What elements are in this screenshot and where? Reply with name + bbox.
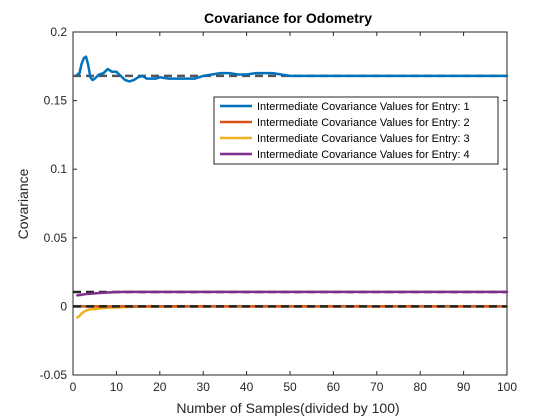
chart-title: Covariance for Odometry <box>204 10 372 26</box>
x-tick-label: 10 <box>110 380 124 394</box>
x-tick-label: 100 <box>497 380 517 394</box>
y-axis-title: Covariance <box>15 168 31 239</box>
legend-label-3: Intermediate Covariance Values for Entry… <box>257 133 470 145</box>
x-tick-label: 60 <box>327 380 341 394</box>
y-tick-label: 0.1 <box>50 162 67 176</box>
x-axis-title: Number of Samples(divided by 100) <box>176 400 399 416</box>
x-tick-label: 0 <box>70 380 77 394</box>
x-tick-label: 50 <box>283 380 297 394</box>
series-line-1 <box>76 55 509 83</box>
y-tick-label: 0 <box>60 299 67 313</box>
y-tick-label: 0.15 <box>44 94 68 108</box>
legend: Intermediate Covariance Values for Entry… <box>213 96 499 165</box>
y-tick-label: 0.2 <box>50 25 67 39</box>
legend-label-1: Intermediate Covariance Values for Entry… <box>257 101 470 113</box>
x-tick-label: 80 <box>414 380 428 394</box>
legend-box <box>213 96 499 165</box>
y-tick-label: -0.05 <box>40 368 68 382</box>
x-tick-label: 40 <box>240 380 254 394</box>
plot-area: 0 10 20 30 40 50 60 70 80 90 100-0.0500.050.10.150… <box>40 25 518 394</box>
x-tick-label: 20 <box>153 380 167 394</box>
legend-label-2: Intermediate Covariance Values for Entry… <box>257 117 470 129</box>
series-line-4 <box>76 290 509 297</box>
legend-label-4: Intermediate Covariance Values for Entry… <box>257 149 470 161</box>
x-tick-label: 90 <box>457 380 471 394</box>
x-tick-label: 70 <box>370 380 384 394</box>
y-tick-label: 0.05 <box>44 231 68 245</box>
x-tick-label: 30 <box>197 380 211 394</box>
